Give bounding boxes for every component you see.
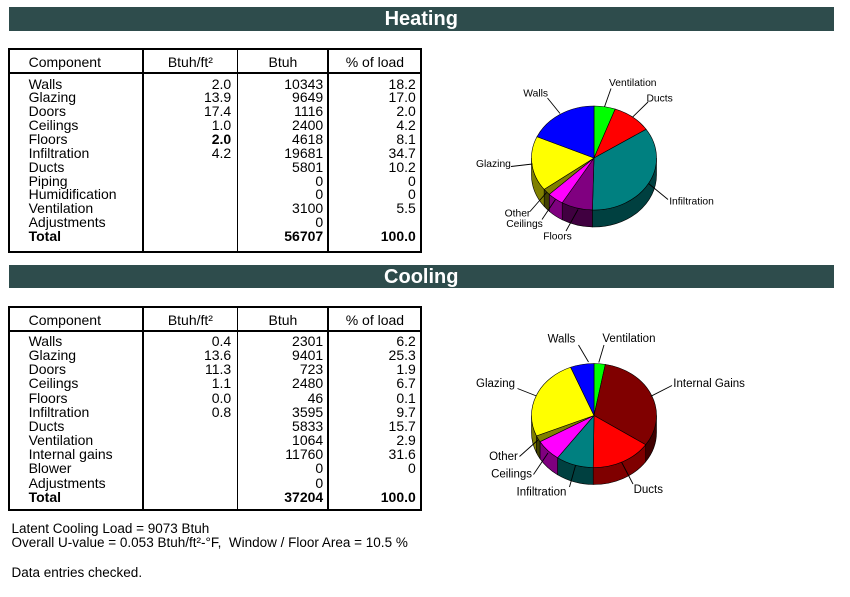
svg-text:Ventilation: Ventilation <box>602 333 655 345</box>
svg-text:Glazing: Glazing <box>476 159 511 170</box>
svg-text:Floors: Floors <box>543 232 572 243</box>
svg-text:Walls: Walls <box>548 333 576 345</box>
svg-text:Internal Gains: Internal Gains <box>673 378 745 390</box>
svg-text:Ventilation: Ventilation <box>609 78 657 89</box>
svg-text:Walls: Walls <box>523 89 548 100</box>
svg-text:Infiltration: Infiltration <box>517 487 567 499</box>
svg-text:Other: Other <box>489 451 518 463</box>
svg-text:Other: Other <box>505 209 531 220</box>
svg-text:Ducts: Ducts <box>634 484 664 496</box>
svg-text:Glazing: Glazing <box>476 378 515 390</box>
svg-text:Infiltration: Infiltration <box>669 197 714 208</box>
svg-text:Ceilings: Ceilings <box>506 219 543 230</box>
svg-text:Ceilings: Ceilings <box>491 468 532 480</box>
svg-text:Ducts: Ducts <box>647 94 673 105</box>
